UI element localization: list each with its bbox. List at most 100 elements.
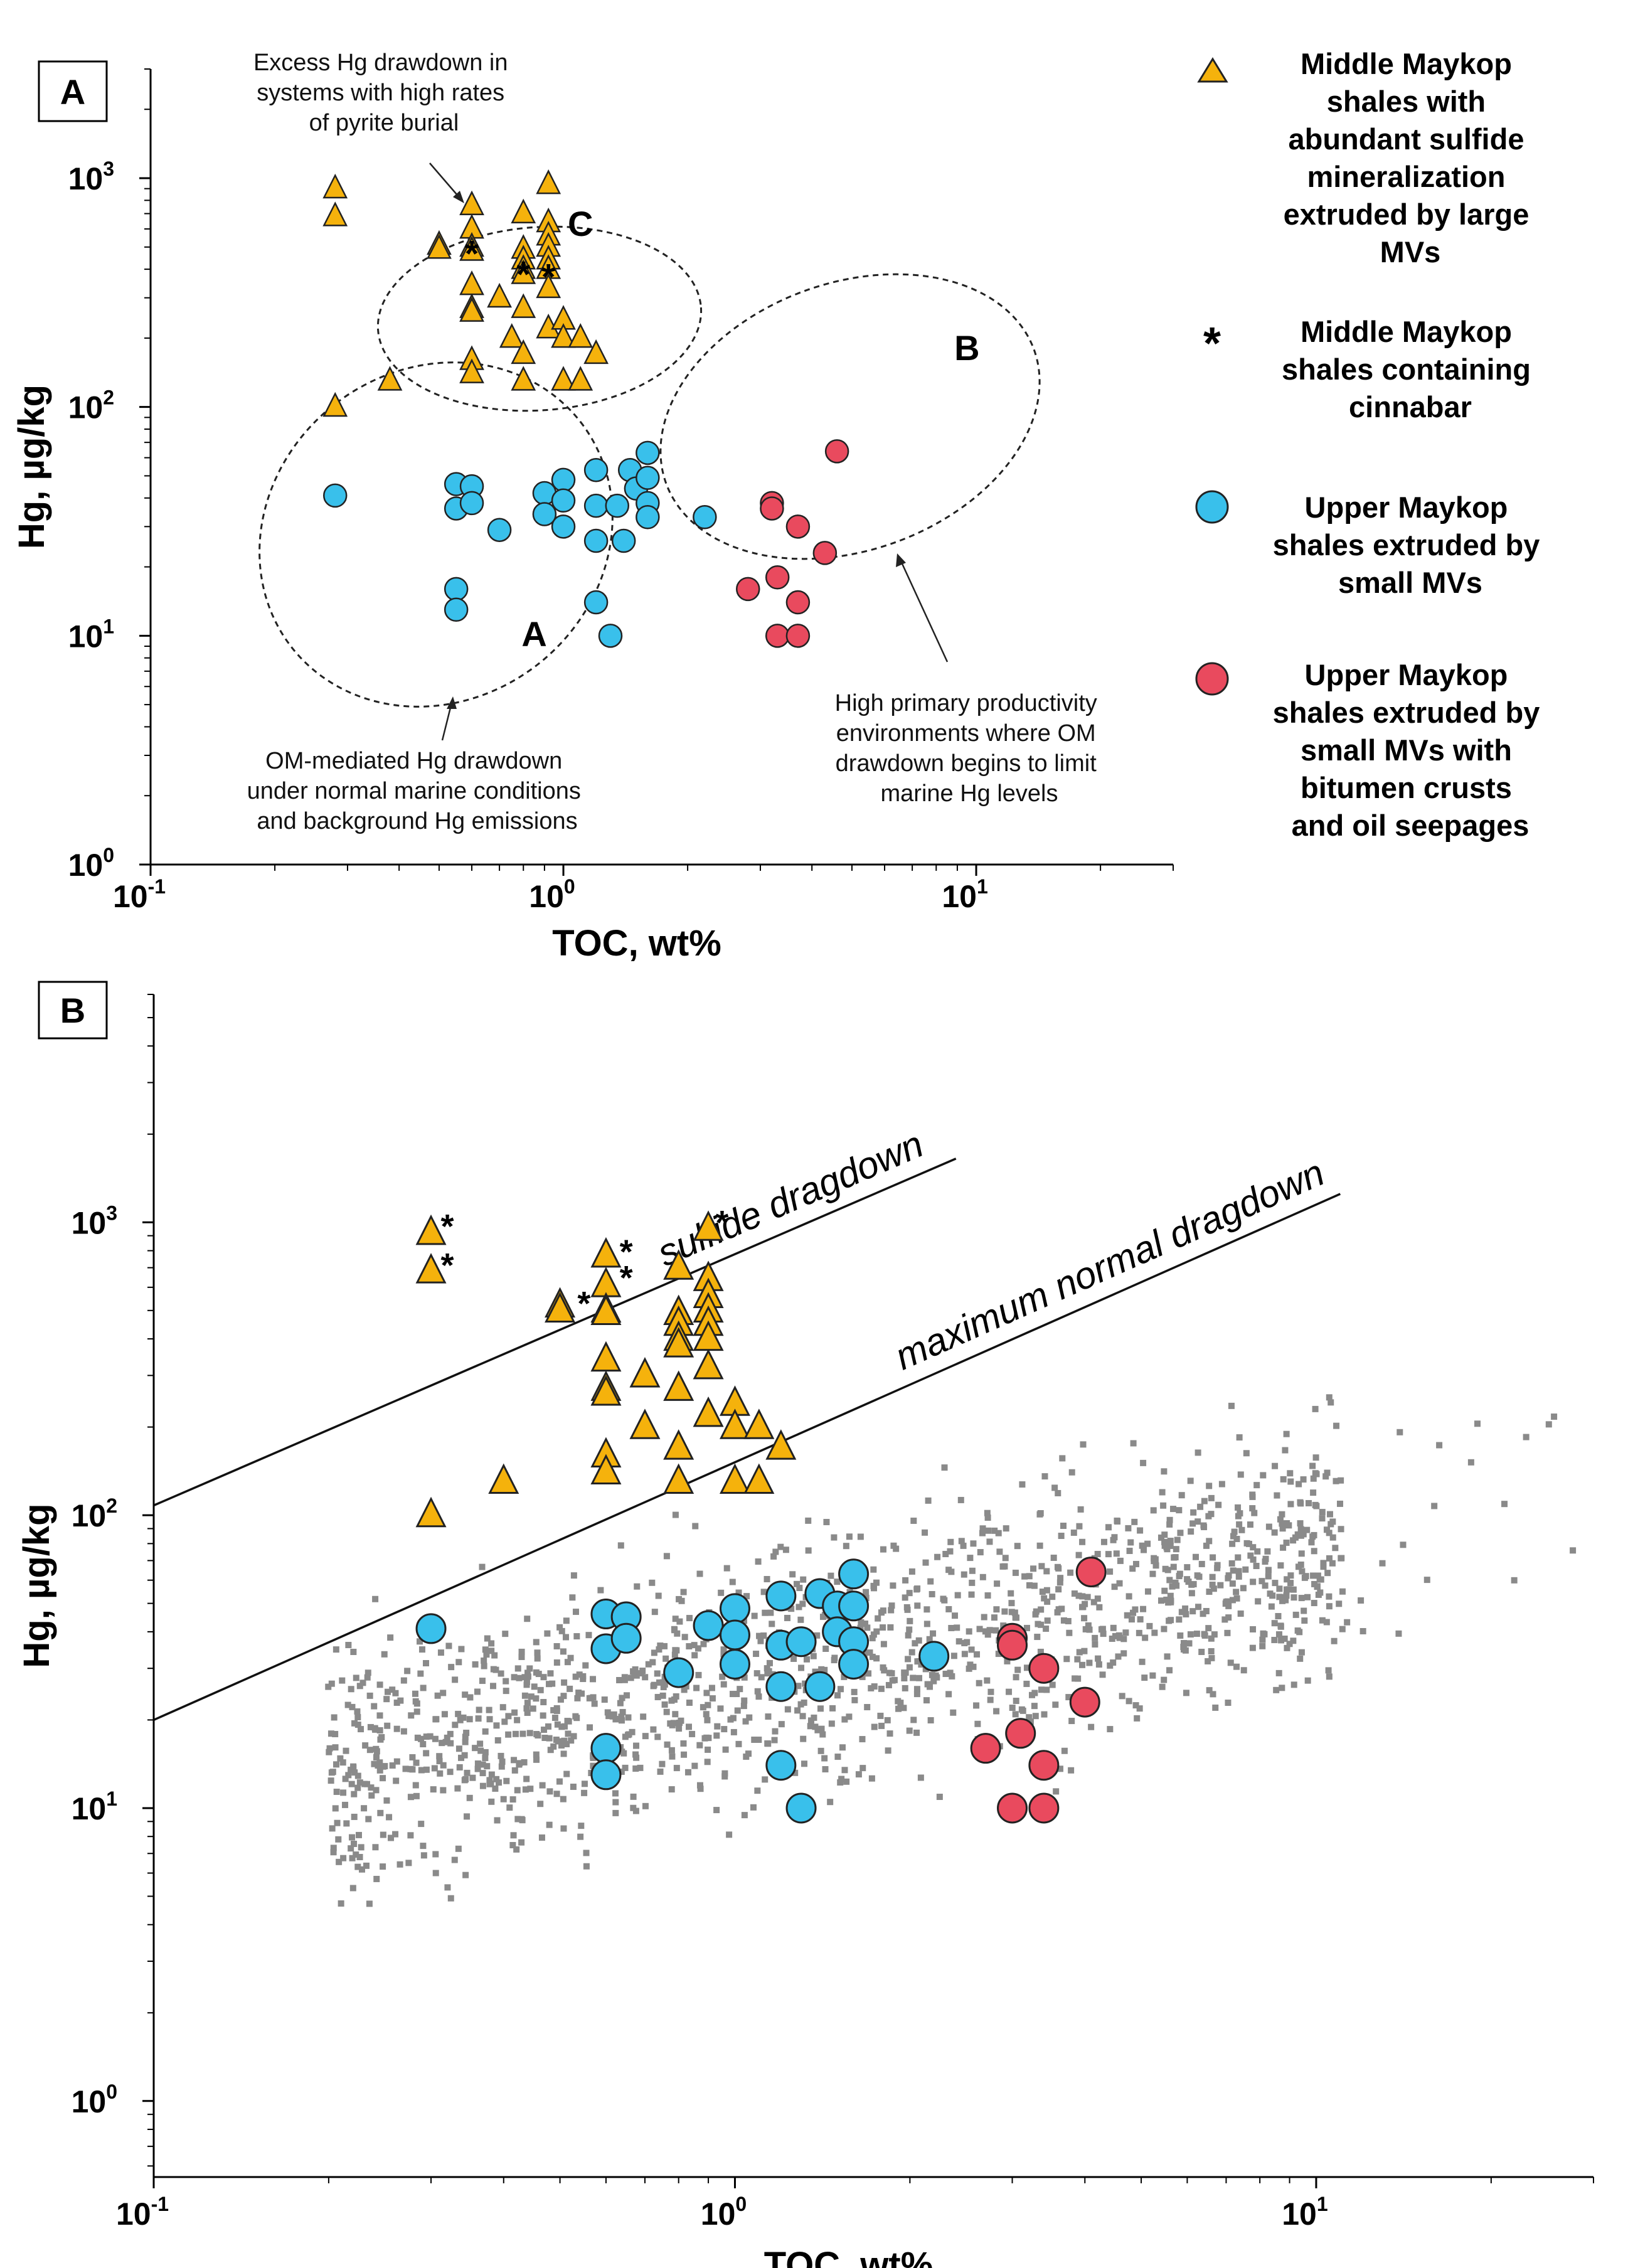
background-point (1081, 1615, 1088, 1622)
background-point (721, 1770, 728, 1777)
panel-b-y-tick-label: 103 (72, 1201, 117, 1240)
background-point (723, 1565, 730, 1572)
background-point (499, 1704, 506, 1711)
background-point (1395, 1630, 1402, 1637)
background-point (827, 1572, 834, 1579)
background-point (1164, 1653, 1171, 1660)
background-point (649, 1579, 656, 1586)
background-point (696, 1782, 703, 1789)
background-point (568, 1737, 575, 1744)
background-point (461, 1777, 468, 1784)
background-point (828, 1720, 835, 1727)
background-point (1043, 1625, 1050, 1632)
panel-a-red-point (765, 624, 790, 648)
background-point (934, 1674, 940, 1681)
panel-a-y-tick-label: 102 (68, 386, 114, 425)
background-point (1163, 1596, 1170, 1603)
background-point (726, 1831, 733, 1838)
background-point (338, 1900, 344, 1907)
background-point (546, 1788, 553, 1795)
background-point (676, 1719, 683, 1726)
background-point (955, 1638, 962, 1645)
background-point (695, 1671, 702, 1678)
background-point (393, 1777, 400, 1784)
panel-a-red-point (785, 514, 811, 539)
background-point (922, 1529, 928, 1536)
background-point (366, 1692, 373, 1699)
background-point (1215, 1501, 1222, 1508)
background-point (681, 1686, 688, 1693)
background-point (984, 1592, 991, 1599)
background-point (407, 1765, 414, 1772)
background-point (1423, 1577, 1430, 1584)
background-point (355, 1831, 362, 1838)
background-point (696, 1742, 703, 1749)
background-point (393, 1758, 400, 1765)
background-point (1311, 1548, 1317, 1555)
background-point (533, 1669, 540, 1676)
background-point (655, 1592, 662, 1599)
panel-a-triangle-point (487, 282, 512, 308)
background-point (917, 1774, 924, 1781)
background-point (907, 1617, 913, 1624)
background-point (950, 1653, 957, 1659)
background-point (328, 1680, 335, 1687)
background-point (332, 1805, 339, 1812)
background-point (1013, 1674, 1019, 1681)
legend-item-red: Upper Maykop shales extruded by small MV… (1273, 658, 1548, 842)
background-point (1338, 1477, 1344, 1484)
background-point (612, 1790, 619, 1797)
background-point (1038, 1563, 1045, 1570)
background-point (581, 1789, 588, 1796)
background-point (1170, 1563, 1177, 1570)
background-point (1038, 1686, 1045, 1693)
background-point (1075, 1592, 1082, 1599)
background-point (412, 1690, 418, 1697)
background-point (564, 1718, 571, 1725)
background-point (487, 1780, 494, 1787)
background-point (1262, 1558, 1269, 1565)
background-point (397, 1697, 404, 1704)
background-point (432, 1851, 439, 1858)
background-point (1265, 1523, 1272, 1530)
background-point (418, 1735, 425, 1742)
panel-b-label-box (38, 981, 108, 1040)
background-point (966, 1628, 972, 1635)
background-point (970, 1540, 977, 1547)
background-point (862, 1621, 869, 1627)
background-point (1119, 1693, 1125, 1700)
background-point (1272, 1462, 1279, 1469)
background-point (880, 1641, 887, 1648)
background-point (984, 1509, 991, 1516)
background-point (741, 1674, 748, 1681)
background-point (523, 1705, 530, 1712)
background-point (458, 1646, 465, 1653)
background-point (979, 1525, 986, 1532)
background-point (413, 1759, 420, 1766)
background-point (472, 1661, 479, 1668)
background-point (760, 1632, 767, 1639)
panel-b-blue-point (765, 1750, 797, 1781)
background-point (1023, 1664, 1030, 1671)
background-point (1281, 1635, 1288, 1642)
background-point (494, 1737, 501, 1744)
background-point (418, 1767, 425, 1774)
background-point (763, 1576, 770, 1583)
panel-b-triangle-point (629, 1357, 661, 1388)
background-point (704, 1717, 711, 1723)
background-point (1060, 1617, 1067, 1624)
background-point (718, 1589, 725, 1596)
background-point (1236, 1434, 1243, 1441)
background-point (1297, 1655, 1304, 1662)
background-point (521, 1759, 528, 1765)
panel-a-blue-point (551, 467, 576, 492)
background-point (1071, 1590, 1078, 1597)
background-point (1206, 1538, 1213, 1545)
background-point (482, 1646, 489, 1653)
background-point (503, 1688, 509, 1695)
background-point (995, 1651, 1002, 1658)
arrow-b (899, 559, 949, 663)
panel-b-blue-point (785, 1792, 817, 1824)
background-point (1008, 1600, 1015, 1607)
